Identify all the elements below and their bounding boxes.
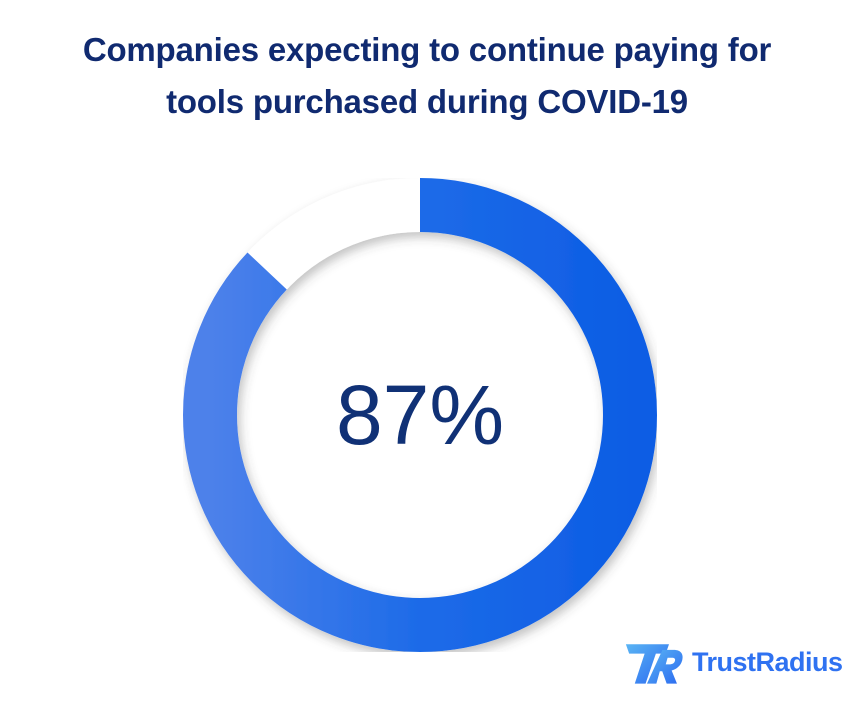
trustradius-tr-monogram-icon bbox=[625, 644, 683, 684]
donut-arc bbox=[183, 178, 657, 652]
page-title-line-1: Companies expecting to continue paying f… bbox=[82, 31, 772, 68]
page-title-line-2: tools purchased during COVID-19 bbox=[166, 83, 688, 120]
trustradius-logo: TrustRadius bbox=[624, 634, 843, 690]
page-title: Companies expecting to continue paying f… bbox=[0, 24, 854, 128]
trustradius-wordmark: TrustRadius bbox=[692, 646, 843, 677]
donut-chart: 87% bbox=[183, 178, 657, 652]
donut-svg bbox=[183, 178, 657, 652]
